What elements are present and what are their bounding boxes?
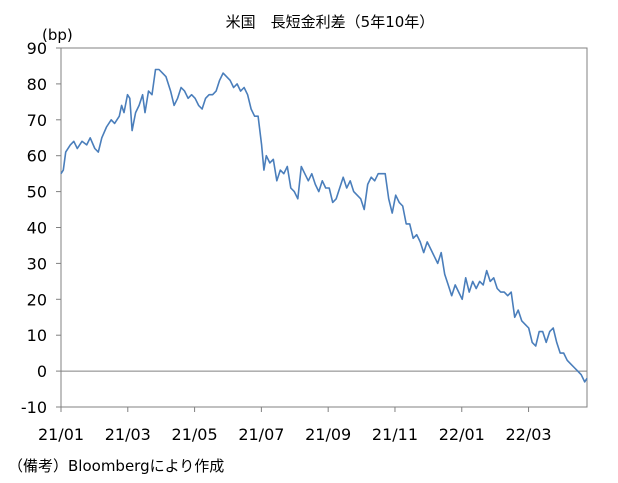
x-tick-label: 22/01	[439, 425, 485, 444]
x-tick-label: 21/05	[172, 425, 218, 444]
chart-title: 米国 長短金利差（5年10年）	[226, 13, 435, 31]
y-tick-label: 0	[37, 362, 47, 381]
x-tick-label: 22/03	[506, 425, 552, 444]
x-tick-label: 21/07	[238, 425, 284, 444]
y-tick-label: 80	[27, 75, 47, 94]
y-tick-label: 10	[27, 326, 47, 345]
series-line	[60, 68, 588, 383]
x-tick-label: 21/03	[105, 425, 151, 444]
y-axis: 90 80 70 60 50 40 30 20 10 0 -10	[21, 39, 61, 417]
y-unit-label: (bp)	[42, 26, 73, 44]
x-axis: 21/01 21/03 21/05 21/07 21/09 21/11 22/01 22/03	[38, 407, 552, 444]
y-tick-label: 70	[27, 111, 47, 130]
footnote: （備考）Bloombergにより作成	[8, 457, 225, 475]
y-tick-label: 20	[27, 290, 47, 309]
x-tick-label: 21/01	[38, 425, 84, 444]
y-tick-label: 50	[27, 183, 47, 202]
y-tick-label: 40	[27, 219, 47, 238]
y-tick-label: 60	[27, 147, 47, 166]
y-tick-label: 30	[27, 254, 47, 273]
y-tick-label: 90	[27, 39, 47, 58]
x-tick-label: 21/11	[372, 425, 418, 444]
x-tick-label: 21/09	[305, 425, 351, 444]
y-tick-label: -10	[21, 398, 47, 417]
